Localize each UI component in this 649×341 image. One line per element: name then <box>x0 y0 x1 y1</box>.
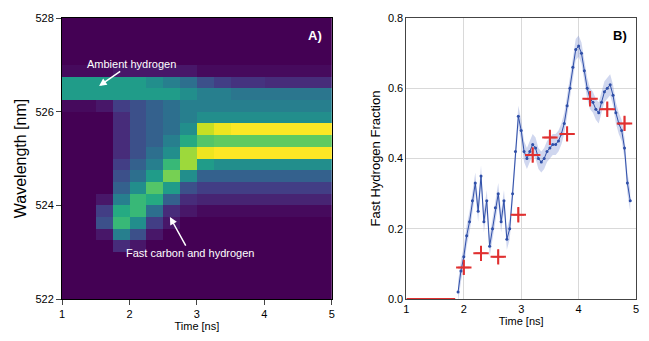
svg-text:524: 524 <box>35 199 53 211</box>
svg-text:Fast carbon and hydrogen: Fast carbon and hydrogen <box>126 247 254 259</box>
svg-text:4: 4 <box>576 303 582 315</box>
svg-text:528: 528 <box>35 12 53 24</box>
svg-text:5: 5 <box>329 308 335 320</box>
svg-text:1: 1 <box>59 308 65 320</box>
svg-text:Wavelength [nm]: Wavelength [nm] <box>12 99 29 218</box>
svg-text:B): B) <box>613 28 627 43</box>
svg-text:Time [ns]: Time [ns] <box>499 315 544 327</box>
svg-text:Time [ns]: Time [ns] <box>174 320 219 332</box>
svg-text:0.2: 0.2 <box>388 223 403 235</box>
svg-text:5: 5 <box>633 303 639 315</box>
svg-text:0.6: 0.6 <box>388 82 403 94</box>
svg-text:A): A) <box>308 28 322 43</box>
svg-text:3: 3 <box>518 303 524 315</box>
svg-text:3: 3 <box>194 308 200 320</box>
svg-text:Ambient hydrogen: Ambient hydrogen <box>87 58 176 70</box>
svg-text:2: 2 <box>461 303 467 315</box>
svg-text:0.0: 0.0 <box>388 293 403 305</box>
svg-text:2: 2 <box>126 308 132 320</box>
svg-text:1: 1 <box>403 303 409 315</box>
svg-text:Fast Hydrogen Fraction: Fast Hydrogen Fraction <box>368 91 383 227</box>
svg-text:0.8: 0.8 <box>388 12 403 24</box>
svg-text:0.4: 0.4 <box>388 152 403 164</box>
svg-text:4: 4 <box>261 308 267 320</box>
svg-text:526: 526 <box>35 106 53 118</box>
svg-text:522: 522 <box>35 293 53 305</box>
